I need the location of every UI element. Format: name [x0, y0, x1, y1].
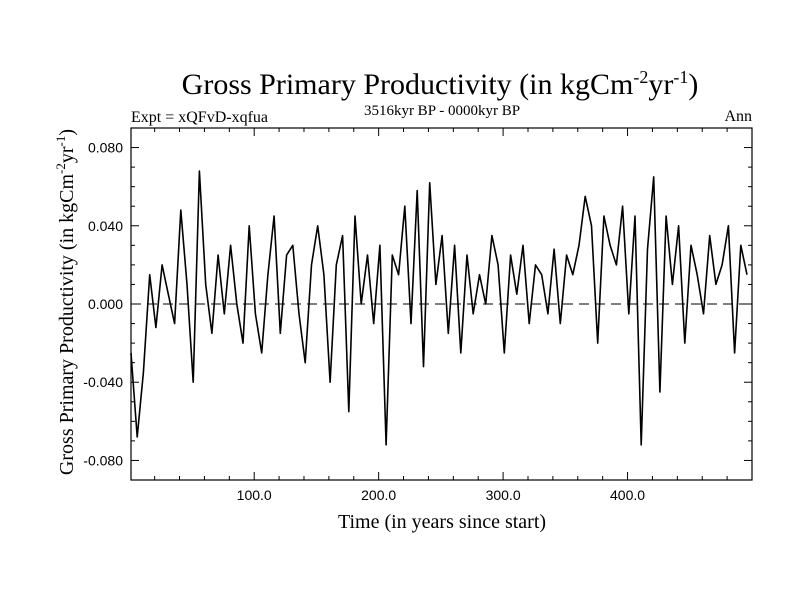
- y-tick-label: 0.000: [88, 296, 123, 312]
- x-tick-label: 300.0: [486, 487, 521, 503]
- x-tick-label: 200.0: [361, 487, 396, 503]
- x-tick-label: 400.0: [610, 487, 645, 503]
- y-tick-label: 0.080: [88, 140, 123, 156]
- axis-ticks: 100.0 200.0 300.0 400.0 -0.080 -0.040 0.000 0.0…: [83, 128, 752, 503]
- season-label: Ann: [724, 108, 752, 125]
- x-tick-label: 100.0: [237, 487, 272, 503]
- y-tick-label: -0.040: [83, 374, 123, 390]
- chart-title: Gross Primary Productivity (in kgCm-2yr-…: [182, 67, 699, 101]
- y-tick-label: -0.080: [83, 452, 123, 468]
- series-line-gpp: [130, 170, 748, 446]
- y-axis-label: Gross Primary Productivity (in kgCm-2yr-…: [53, 129, 78, 475]
- experiment-label: Expt = xQFvD-xqfua: [131, 109, 268, 126]
- x-axis-label: Time (in years since start): [338, 511, 546, 533]
- y-tick-label: 0.040: [88, 218, 123, 234]
- plot-frame: [130, 127, 753, 481]
- period-label: 3516kyr BP - 0000kyr BP: [364, 103, 520, 119]
